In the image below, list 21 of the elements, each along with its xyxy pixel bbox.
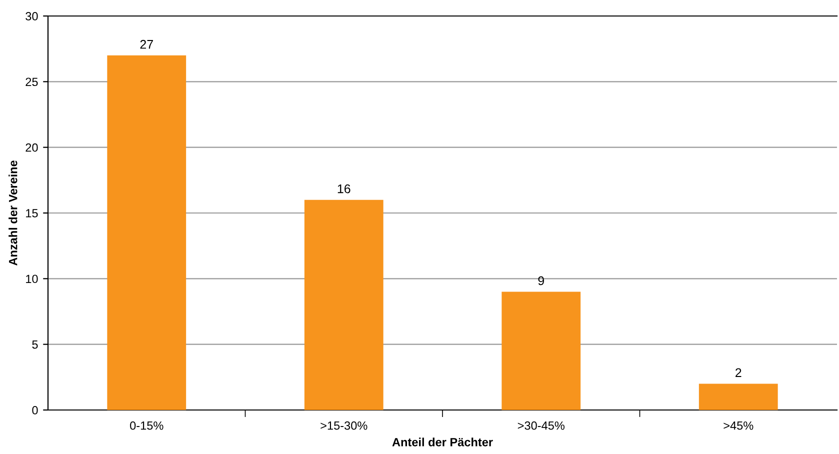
- data-label: 9: [538, 276, 544, 286]
- bar: [304, 200, 384, 410]
- y-tick-label: 30: [26, 12, 38, 20]
- y-tick-label: 0: [32, 406, 38, 414]
- x-tick-label: >30-45%: [518, 421, 564, 430]
- bar: [502, 292, 581, 410]
- x-axis-title: Anteil der Pächter: [392, 438, 493, 446]
- x-tick-label: >45%: [724, 421, 754, 430]
- y-tick-label: 5: [32, 340, 38, 349]
- bar: [698, 384, 778, 410]
- y-tick-label: 15: [26, 209, 38, 218]
- y-tick-label: 10: [26, 274, 38, 284]
- bar: [107, 55, 186, 410]
- data-label: 16: [338, 184, 350, 194]
- x-tick-label: >15-30%: [320, 421, 368, 430]
- y-tick-label: 20: [26, 143, 38, 152]
- data-label: 2: [736, 368, 742, 377]
- data-label: 27: [140, 40, 153, 49]
- y-axis-title: Anzahl der Vereine: [8, 160, 18, 266]
- y-tick-label: 25: [26, 78, 38, 86]
- x-tick-label: 0-15%: [130, 421, 164, 430]
